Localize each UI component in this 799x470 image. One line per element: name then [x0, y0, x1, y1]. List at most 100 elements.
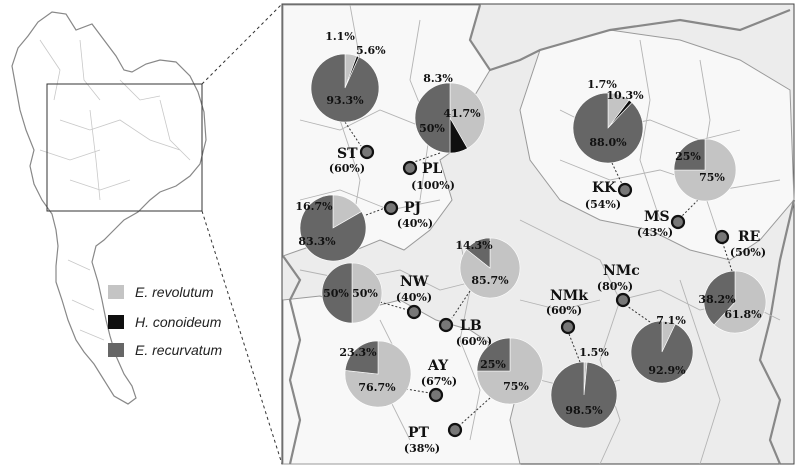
- pie-slice-pl-recurvatum: [414, 82, 451, 154]
- pie-slice-nmk-recurvatum: [550, 361, 618, 429]
- site-rate: (60%): [329, 162, 365, 175]
- site-rate: (54%): [585, 198, 621, 211]
- zoom-connector-bottom: [201, 210, 283, 465]
- site-rate: (67%): [421, 375, 457, 388]
- pie-slice-nw-recurvatum: [321, 262, 353, 324]
- pie-label-kk: 10.3%: [606, 89, 644, 102]
- pie-label-pl: 8.3%: [423, 72, 453, 85]
- site-lb: 85.7% 14.3% LB(60%): [438, 237, 521, 348]
- pie-slice-re-recurvatum: [703, 270, 736, 326]
- pie-label-pj: 16.7%: [295, 200, 333, 213]
- northeast-region-white: [519, 29, 795, 261]
- pie-label-nmc: 92.9%: [648, 364, 686, 377]
- site-rate: (80%): [597, 280, 633, 293]
- pie-label-kk: 1.7%: [587, 78, 617, 91]
- site-code: RE: [738, 229, 760, 245]
- legend: E. revolutum H. conoideum E. recurvatum: [108, 284, 222, 358]
- site-ay: 76.7% 23.3% AY(67%): [339, 340, 457, 408]
- pie-label-nmk: 1.5%: [579, 346, 609, 359]
- site-marker-pt: [447, 422, 463, 438]
- site-code: NW: [400, 274, 429, 290]
- pie-label-lb: 14.3%: [455, 239, 493, 252]
- leader-line-nmk: [568, 333, 581, 363]
- site-st: 5.6%1.1% 93.3% ST(60%): [310, 30, 386, 175]
- pie-label-ms: 25%: [675, 150, 701, 163]
- pie-slice-nmc-recurvatum: [630, 320, 694, 384]
- leader-line-st: [344, 121, 362, 147]
- pie-slice-lb-recurvatum: [466, 237, 491, 269]
- pie-label-re: 38.2%: [698, 293, 736, 306]
- site-marker-pj: [383, 200, 399, 216]
- country-border-zoomed: [282, 4, 796, 465]
- pie-label-lb: 85.7%: [471, 274, 509, 287]
- leader-line-ay: [405, 388, 431, 394]
- site-nw: 50%50% NW(40%): [321, 262, 432, 324]
- pie-label-kk: 88.0%: [589, 136, 627, 149]
- pie-label-pj: 83.3%: [298, 235, 336, 248]
- site-marker-lb: [438, 317, 454, 333]
- site-pt: 75% 25% PT(38%): [404, 337, 544, 455]
- leader-line-nmc: [626, 305, 651, 323]
- pie-label-ms: 75%: [699, 171, 725, 184]
- pie-label-nmk: 98.5%: [565, 404, 603, 417]
- pie-label-pl: 41.7%: [443, 107, 481, 120]
- site-marker-re: [714, 229, 730, 245]
- pie-label-re: 61.8%: [724, 308, 762, 321]
- site-re: 61.8% 38.2% RE(50%): [698, 229, 767, 334]
- zoom-connector-top: [201, 3, 283, 85]
- site-code: PJ: [404, 200, 422, 216]
- pie-slice-kk-recurvatum: [572, 92, 644, 164]
- pie-slice-nw-revolutum: [351, 262, 383, 324]
- site-rate: (60%): [456, 335, 492, 348]
- site-rate: (43%): [637, 226, 673, 239]
- site-rate: (40%): [396, 291, 432, 304]
- legend-swatch-1: [108, 315, 124, 329]
- site-code: LB: [460, 318, 482, 334]
- pie-label-nw: 50%: [323, 287, 349, 300]
- site-kk: 10.3%1.7% 88.0% KK (54%): [572, 78, 644, 211]
- site-rate: (40%): [397, 217, 433, 230]
- site-marker-ms: [670, 214, 686, 230]
- leader-line-lb: [451, 290, 471, 319]
- site-marker-nw: [406, 304, 422, 320]
- pie-label-ay: 23.3%: [339, 346, 377, 359]
- site-rate: (60%): [546, 304, 582, 317]
- leader-line-re: [722, 243, 733, 272]
- site-marker-pl: [402, 160, 418, 176]
- leader-line-pj: [365, 207, 386, 216]
- pie-label-nw: 50%: [352, 287, 378, 300]
- pie-label-pl: 50%: [419, 122, 445, 135]
- site-code: NMc: [603, 263, 640, 279]
- site-marker-nmc: [615, 292, 631, 308]
- legend-swatch-0: [108, 285, 124, 299]
- pie-label-st: 1.1%: [325, 30, 355, 43]
- zoom-region-box: [46, 83, 203, 212]
- site-code: NMk: [550, 288, 588, 304]
- site-nmk: 1.5% 98.5% NMk(60%): [546, 288, 618, 429]
- pie-label-pt: 25%: [480, 358, 506, 371]
- country-outline: [11, 11, 207, 405]
- pie-slice-ms-revolutum: [673, 138, 737, 202]
- site-rate: (38%): [404, 442, 440, 455]
- pie-slice-ay-recurvatum: [344, 340, 379, 375]
- site-nmc: 7.1% 92.9% NMc(80%): [597, 263, 694, 384]
- pie-slice-ms-recurvatum: [673, 138, 706, 171]
- pie-label-ay: 76.7%: [358, 381, 396, 394]
- site-rate: (100%): [411, 179, 455, 192]
- site-code: KK: [592, 180, 617, 196]
- country-overview-map: [11, 3, 283, 465]
- pie-label-st: 5.6%: [356, 44, 386, 57]
- site-code: MS: [644, 209, 670, 225]
- legend-label-1: H. conoideum: [135, 314, 222, 330]
- province-lines: [39, 39, 191, 341]
- site-code: PL: [422, 161, 443, 177]
- pie-label-nmc: 7.1%: [656, 314, 686, 327]
- site-marker-st: [359, 144, 375, 160]
- legend-swatch-2: [108, 343, 124, 357]
- site-code: PT: [408, 425, 430, 441]
- pie-label-pt: 75%: [503, 380, 529, 393]
- site-marker-nmk: [560, 319, 576, 335]
- site-pl: 41.7% 8.3% 50% PL (100%): [402, 72, 486, 192]
- pie-slice-re-revolutum: [713, 270, 767, 334]
